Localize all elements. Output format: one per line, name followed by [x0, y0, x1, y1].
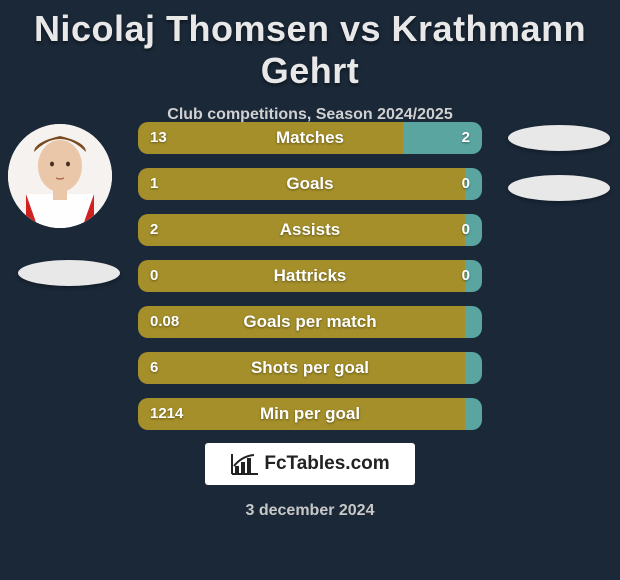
avatar-player-left — [8, 124, 112, 228]
stat-row: Matches13 2 — [138, 122, 482, 154]
stat-value-left: 6 — [150, 352, 158, 384]
stat-value-left: 2 — [150, 214, 158, 246]
avatar-shadow-left — [18, 260, 120, 286]
logo-text: FcTables.com — [264, 453, 389, 475]
stat-value-right: 2 — [462, 122, 470, 154]
stat-value-left: 1214 — [150, 398, 183, 430]
comparison-rows: Matches132Goals10Assists20Hattricks00Goa… — [138, 122, 482, 444]
avatar-shadow-right-1 — [508, 125, 610, 151]
stat-row: Assists2 0 — [138, 214, 482, 246]
stat-label: Min per goal — [138, 398, 482, 430]
stat-value-left: 0 — [150, 260, 158, 292]
logo-chart-icon — [230, 452, 260, 476]
stat-row: Goals per match0.08 — [138, 306, 482, 338]
stat-label: Goals — [138, 168, 482, 200]
stat-label: Assists — [138, 214, 482, 246]
stat-value-right: 0 — [462, 260, 470, 292]
stat-row: Goals1 0 — [138, 168, 482, 200]
stat-row: Min per goal1214 — [138, 398, 482, 430]
stat-value-left: 1 — [150, 168, 158, 200]
avatar-shadow-right-2 — [508, 175, 610, 201]
stat-label: Shots per goal — [138, 352, 482, 384]
stat-row: Shots per goal6 — [138, 352, 482, 384]
stat-label: Goals per match — [138, 306, 482, 338]
stat-label: Matches — [138, 122, 482, 154]
page-title: Nicolaj Thomsen vs Krathmann Gehrt — [0, 0, 620, 92]
logo-box[interactable]: FcTables.com — [205, 443, 415, 485]
stat-value-left: 0.08 — [150, 306, 179, 338]
stat-label: Hattricks — [138, 260, 482, 292]
stat-value-right: 0 — [462, 214, 470, 246]
stat-value-right: 0 — [462, 168, 470, 200]
stat-row: Hattricks0 0 — [138, 260, 482, 292]
stat-value-left: 13 — [150, 122, 167, 154]
date-label: 3 december 2024 — [0, 502, 620, 520]
